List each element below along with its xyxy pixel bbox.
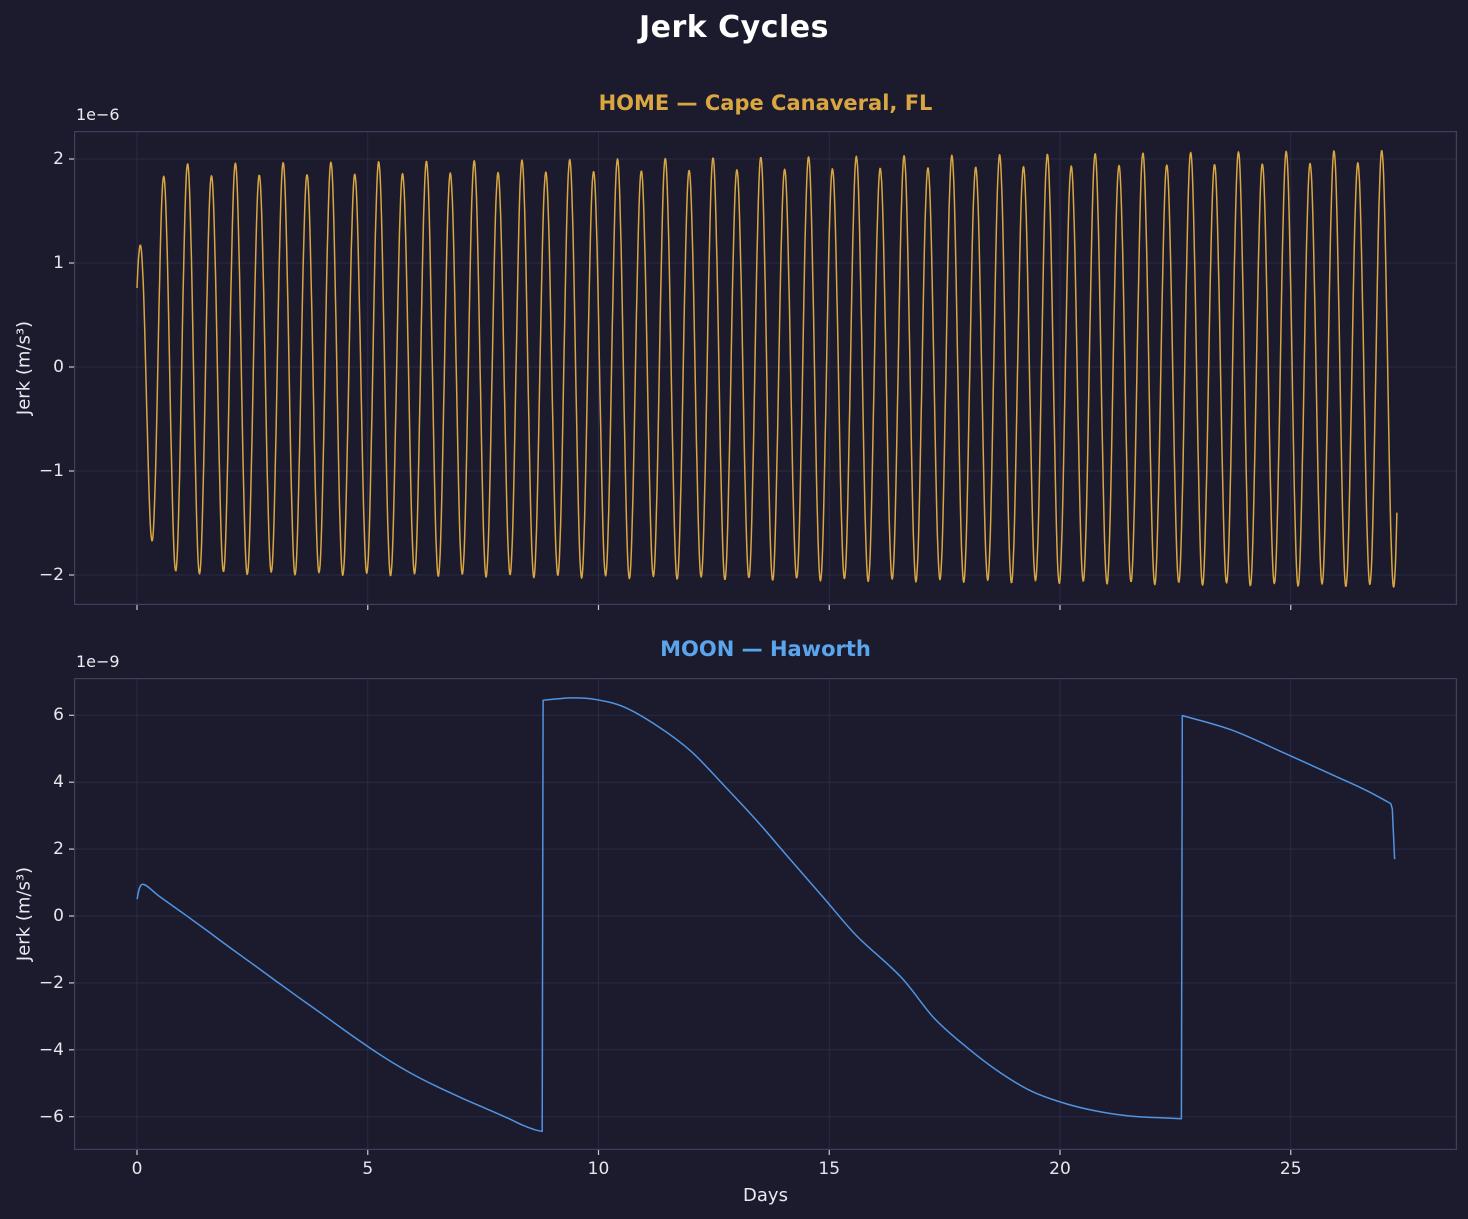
moon-axis-offset-label: 1e−9 [76, 652, 120, 671]
moon-ytick-label: 2 [53, 839, 64, 860]
home-ytick-label: −1 [38, 461, 64, 481]
home-axis-offset-label: 1e−6 [76, 105, 120, 124]
home-axes-frame [74, 131, 1458, 605]
xtick-label: 25 [1279, 1159, 1302, 1179]
moon-ytick-label: 4 [53, 772, 64, 793]
home-ytick-label: 1 [53, 253, 64, 273]
home-ytick-label: 2 [53, 149, 64, 169]
moon-axes-frame [74, 678, 1458, 1150]
xtick-label: 0 [131, 1159, 143, 1179]
figure-title: Jerk Cycles [638, 10, 830, 45]
moon-ytick-label: 0 [53, 906, 64, 926]
home-ytick-label: −2 [38, 565, 64, 585]
home-series-line [136, 149, 1398, 588]
xtick-label: 20 [1049, 1159, 1071, 1179]
moon-series-line [136, 697, 1396, 1133]
xtick-label: 5 [362, 1159, 374, 1179]
home-plot-canvas [69, 131, 1458, 610]
moon-ytick-label: −6 [38, 1106, 64, 1127]
moon-ytick-label: −4 [38, 1039, 64, 1060]
moon-ytick-label: −2 [38, 972, 64, 993]
home-subplot-title: HOME — Cape Canaveral, FL [598, 91, 933, 115]
xtick-label: 10 [587, 1159, 610, 1179]
home-ytick-label: 0 [53, 357, 64, 377]
moon-ytick-label: 6 [53, 705, 64, 726]
xtick-label: 15 [818, 1159, 841, 1179]
moon-plot-canvas [69, 678, 1458, 1155]
moon-subplot-title: MOON — Haworth [660, 637, 871, 661]
xlabel-days: Days [743, 1185, 788, 1206]
